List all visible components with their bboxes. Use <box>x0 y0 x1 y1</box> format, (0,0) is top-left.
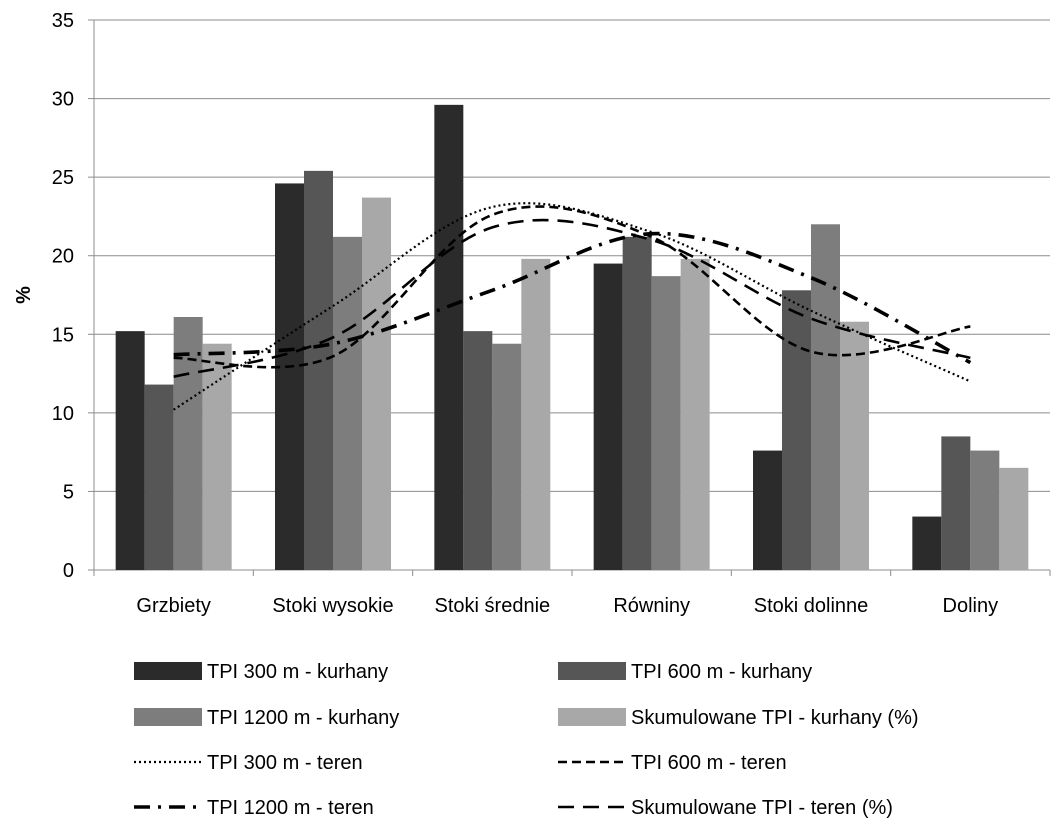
y-tick-label: 25 <box>52 167 74 189</box>
x-tick-label: Stoki średnie <box>435 595 551 617</box>
legend: TPI 300 m - kurhany TPI 600 m - kurhany TP… <box>134 661 919 819</box>
legend-item: TPI 300 m - teren <box>134 752 363 774</box>
legend-item: TPI 600 m - kurhany <box>558 661 812 683</box>
y-tick-label: 5 <box>63 481 74 503</box>
bar <box>362 197 391 571</box>
legend-item: TPI 1200 m - kurhany <box>134 707 399 729</box>
series-line <box>173 231 972 365</box>
bar <box>202 343 232 570</box>
bar <box>782 290 811 570</box>
x-tick-label: Grzbiety <box>136 595 210 617</box>
series-line <box>173 205 971 369</box>
bars-layer <box>115 104 1029 571</box>
bar <box>115 331 145 570</box>
legend-label: TPI 300 m - kurhany <box>207 661 388 683</box>
legend-label: TPI 600 m - kurhany <box>631 661 812 683</box>
bar <box>811 224 840 571</box>
bar <box>463 331 493 570</box>
bar <box>753 450 782 570</box>
legend-item: TPI 1200 m - teren <box>134 797 374 819</box>
y-tick-label: 0 <box>63 560 74 582</box>
bar <box>492 343 522 570</box>
bar <box>970 450 1000 570</box>
bar <box>521 258 551 570</box>
bar <box>941 436 971 570</box>
bar <box>434 104 464 570</box>
bar <box>651 276 681 570</box>
x-tick-label: Równiny <box>613 595 690 617</box>
legend-item: TPI 600 m - teren <box>558 752 787 774</box>
gridlines <box>88 19 1050 571</box>
bar <box>912 516 942 570</box>
axes <box>93 20 1051 576</box>
y-tick-label: 35 <box>52 10 74 32</box>
legend-label: TPI 1200 m - teren <box>207 797 374 819</box>
y-tick-label: 10 <box>52 403 74 425</box>
y-tick-label: 20 <box>52 246 74 268</box>
legend-item: Skumulowane TPI - kurhany (%) <box>558 707 919 729</box>
x-tick-label: Doliny <box>943 595 999 617</box>
series-line <box>173 218 971 378</box>
bar <box>622 236 652 570</box>
lines-layer <box>173 202 972 411</box>
y-axis-label: % <box>13 286 35 304</box>
bar <box>304 170 333 570</box>
legend-swatch <box>558 708 626 726</box>
x-tick-label: Stoki wysokie <box>272 595 393 617</box>
x-tick-label: Stoki dolinne <box>754 595 869 617</box>
bar <box>333 236 362 570</box>
legend-swatch <box>134 662 202 680</box>
legend-label: TPI 600 m - teren <box>631 752 787 774</box>
legend-item: Skumulowane TPI - teren (%) <box>558 797 893 819</box>
bar <box>144 384 174 570</box>
tick-labels: 0 5 10 15 20 25 30 35 Grzbiety Stoki wysokie Stoki… <box>52 10 998 617</box>
legend-label: TPI 1200 m - kurhany <box>207 707 399 729</box>
y-tick-label: 30 <box>52 89 74 111</box>
bar <box>840 321 869 570</box>
bar <box>275 183 304 570</box>
legend-swatch <box>558 662 626 680</box>
bar <box>680 258 710 570</box>
legend-item: TPI 300 m - kurhany <box>134 661 388 683</box>
legend-label: Skumulowane TPI - kurhany (%) <box>631 707 919 729</box>
legend-label: Skumulowane TPI - teren (%) <box>631 797 893 819</box>
legend-swatch <box>134 708 202 726</box>
bar <box>593 263 623 570</box>
legend-label: TPI 300 m - teren <box>207 752 363 774</box>
y-tick-label: 15 <box>52 324 74 346</box>
bar <box>999 467 1029 570</box>
